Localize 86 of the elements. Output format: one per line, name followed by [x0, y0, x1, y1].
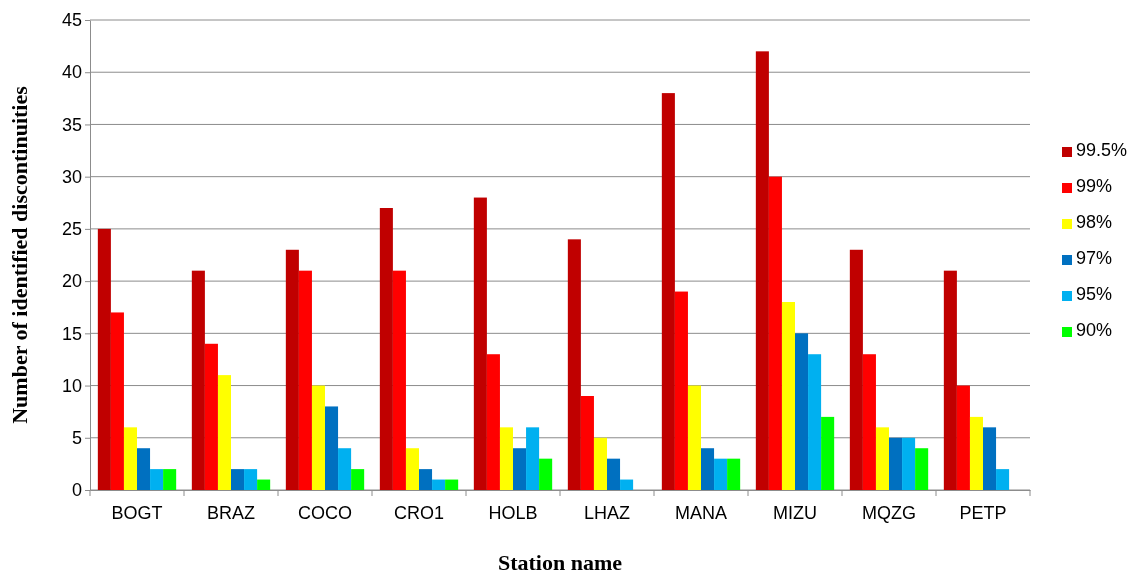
bar: [486, 354, 500, 490]
bar: [607, 458, 621, 490]
x-tick-label: MANA: [674, 502, 728, 523]
bar: [163, 469, 177, 490]
y-tick-label: 10: [61, 375, 82, 396]
bar: [593, 437, 607, 490]
bar: [755, 51, 769, 490]
bar: [580, 396, 594, 490]
bar: [539, 458, 553, 490]
bar: [513, 448, 527, 490]
x-tick-label: PETP: [959, 502, 1007, 523]
y-tick-label: 5: [71, 428, 82, 449]
bar: [97, 228, 111, 490]
y-tick-label: 15: [61, 323, 82, 344]
bar: [419, 469, 433, 490]
y-tick-label: 40: [61, 62, 82, 83]
bar: [969, 416, 983, 490]
legend-label: 99.5%: [1076, 140, 1128, 160]
bar: [727, 458, 741, 490]
bar: [701, 448, 715, 490]
x-tick-label: CRO1: [393, 502, 445, 523]
bar: [996, 469, 1010, 490]
legend-label: 98%: [1076, 212, 1113, 232]
bar: [983, 427, 997, 490]
legend-label: 95%: [1076, 284, 1113, 304]
bar: [849, 249, 863, 490]
bar: [674, 291, 688, 490]
x-tick-label: HOLB: [488, 502, 538, 523]
bar: [943, 270, 957, 490]
y-axis-title: Number of identified discontinuities: [7, 85, 32, 424]
y-tick-label: 20: [61, 271, 82, 292]
bar: [620, 479, 634, 490]
bar: [123, 427, 137, 490]
bar: [889, 437, 903, 490]
bar: [351, 469, 365, 490]
legend-label: 99%: [1076, 176, 1113, 196]
bar: [499, 427, 513, 490]
bar: [956, 385, 970, 490]
bar: [795, 333, 809, 490]
bar: [204, 343, 218, 490]
bar: [311, 385, 325, 490]
bar: [150, 469, 164, 490]
bar: [808, 354, 822, 490]
y-tick-label: 25: [61, 219, 82, 240]
x-tick-label: COCO: [298, 502, 352, 523]
bar: [768, 176, 782, 490]
bar: [862, 354, 876, 490]
x-tick-label: MIZU: [773, 502, 817, 523]
bar: [298, 270, 312, 490]
bar: [217, 375, 231, 490]
bar: [231, 469, 245, 490]
y-tick-label: 30: [61, 166, 82, 187]
bar: [567, 239, 581, 490]
bar: [473, 197, 487, 490]
x-axis-title: Station name: [497, 550, 623, 575]
y-tick-label: 45: [61, 10, 82, 31]
bar: [325, 406, 339, 490]
x-tick-label: BOGT: [111, 502, 163, 523]
bar: [915, 448, 929, 490]
x-tick-label: LHAZ: [583, 502, 631, 523]
bar: [137, 448, 151, 490]
bar: [781, 302, 795, 490]
bar: [285, 249, 299, 490]
bar: [405, 448, 419, 490]
bar: [714, 458, 728, 490]
bar: [526, 427, 540, 490]
bar: [661, 93, 675, 490]
y-tick-label: 0: [71, 480, 82, 501]
bar: [379, 208, 393, 490]
bar: [902, 437, 916, 490]
bar: [687, 385, 701, 490]
legend-label: 97%: [1076, 248, 1113, 268]
bar: [445, 479, 459, 490]
y-tick-label: 35: [61, 114, 82, 135]
bar: [338, 448, 352, 490]
bar: [432, 479, 446, 490]
bar: [821, 416, 835, 490]
bar: [392, 270, 406, 490]
x-tick-label: MQZG: [862, 502, 916, 523]
bar: [191, 270, 205, 490]
bar: [110, 312, 124, 490]
bar: [875, 427, 889, 490]
x-tick-label: BRAZ: [206, 502, 256, 523]
bar: [257, 479, 271, 490]
legend-label: 90%: [1076, 320, 1113, 340]
bar: [244, 469, 258, 490]
